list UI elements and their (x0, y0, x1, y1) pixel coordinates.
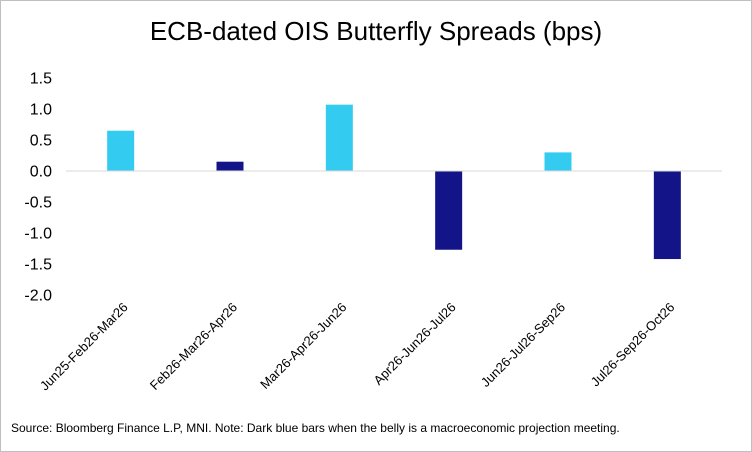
y-tick-label: 1.0 (30, 102, 52, 119)
y-tick-label: 1.5 (30, 71, 52, 88)
x-category-label: Jun25-Feb26-Mar26 (37, 300, 131, 394)
bar-mar26-apr26-jun26 (325, 104, 353, 171)
bar-jun26-jul26-sep26 (544, 152, 572, 171)
x-category-label: Apr26-Jun26-Jul26 (370, 300, 458, 388)
bar-jul26-sep26-oct26 (653, 171, 681, 260)
bar-apr26-jun26-jul26 (435, 171, 463, 250)
bar-feb26-mar26-apr26 (216, 161, 244, 171)
bar-jun25-feb26-mar26 (107, 130, 135, 171)
y-tick-label: -1.0 (24, 226, 52, 243)
x-category-label: Feb26-Mar26-Apr26 (147, 300, 240, 393)
chart-title: ECB-dated OIS Butterfly Spreads (bps) (149, 16, 603, 46)
source-note: Source: Bloomberg Finance L.P, MNI. Note… (11, 421, 620, 435)
x-category-label: Mar26-Apr26-Jun26 (257, 300, 349, 392)
x-category-label: Jun26-Jul26-Sep26 (478, 300, 568, 390)
y-tick-label: -0.5 (24, 195, 52, 212)
y-tick-label: -2.0 (24, 288, 52, 305)
y-tick-label: 0.5 (30, 133, 52, 150)
x-category-label: Jul26-Sep26-Oct26 (588, 300, 678, 390)
y-tick-label: 0.0 (30, 164, 52, 181)
y-tick-label: -1.5 (24, 257, 52, 274)
